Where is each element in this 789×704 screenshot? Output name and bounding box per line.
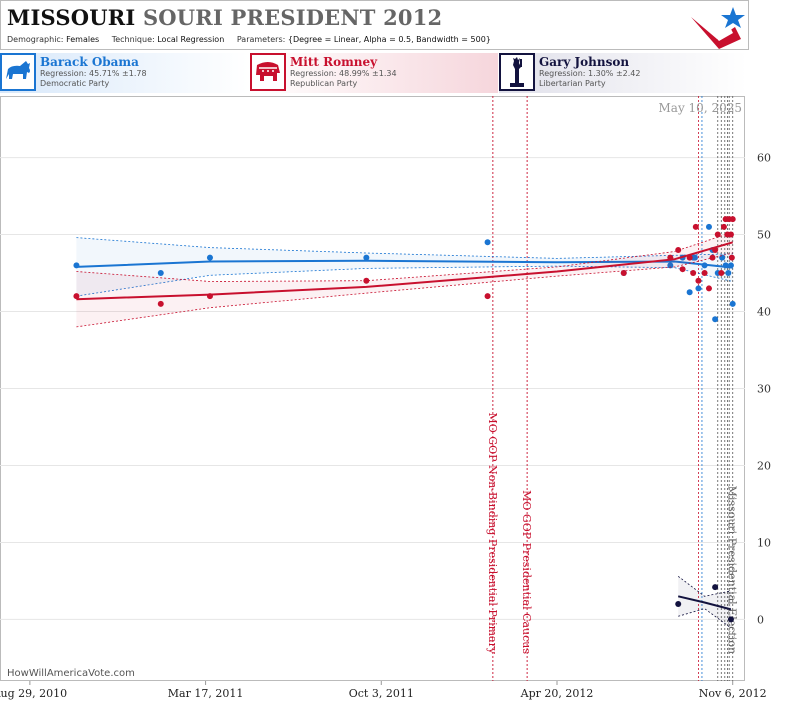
regression-line xyxy=(76,259,733,269)
poll-point xyxy=(714,231,721,238)
donkey-icon xyxy=(0,53,36,91)
title-race: SOURI PRESIDENT 2012 xyxy=(142,5,443,30)
poll-point xyxy=(712,316,719,323)
poll-point xyxy=(727,616,734,623)
chart-title: MISSOURI SOURI PRESIDENT 2012 xyxy=(7,5,442,30)
candidate-party: Libertarian Party xyxy=(539,79,606,88)
technique-key: Technique: xyxy=(111,35,155,44)
demographic-value: Females xyxy=(66,35,100,44)
parameters-value: {Degree = Linear, Alpha = 0.5, Bandwidth… xyxy=(287,35,491,44)
band-upper xyxy=(677,575,731,597)
poll-point xyxy=(686,289,693,296)
x-tick-label: Aug 29, 2010 xyxy=(0,687,67,700)
site-logo-icon xyxy=(691,7,745,49)
y-tick-label: 20 xyxy=(757,459,771,472)
poll-point xyxy=(157,270,164,277)
y-tick-label: 60 xyxy=(757,152,771,165)
poll-point xyxy=(484,239,491,246)
poll-point xyxy=(712,584,719,591)
band-upper xyxy=(76,231,733,282)
poll-point xyxy=(675,601,682,608)
candidate-obama: Barack Obama Regression: 45.71% ±1.78 De… xyxy=(0,53,248,93)
poll-point xyxy=(705,285,712,292)
candidate-romney: Mitt Romney Regression: 48.99% ±1.34 Rep… xyxy=(250,53,498,93)
elephant-icon xyxy=(250,53,286,91)
poll-point xyxy=(695,285,702,292)
poll-point xyxy=(73,293,80,300)
band-lower xyxy=(76,252,733,328)
parameters-line: Demographic: Females Technique: Local Re… xyxy=(7,35,501,44)
poll-point xyxy=(718,270,725,277)
poll-chart: 0 10 20 30 40 50 60 Aug 29, 2010 Mar 17, 2011 Oct… xyxy=(0,96,771,700)
poll-point xyxy=(729,216,736,223)
poll-point xyxy=(157,300,164,307)
x-tick-label: Apr 20, 2012 xyxy=(520,687,594,700)
y-tick-label: 10 xyxy=(757,536,771,549)
x-tick-label: Nov 6, 2012 xyxy=(699,687,767,700)
y-tick-label: 30 xyxy=(757,383,771,396)
poll-point xyxy=(705,223,712,230)
candidate-regression: Regression: 48.99% ±1.34 xyxy=(290,69,397,78)
y-tick-label: 40 xyxy=(757,306,771,319)
x-tick-label: Oct 3, 2011 xyxy=(349,687,414,700)
poll-point xyxy=(695,277,702,284)
x-tick-label: Mar 17, 2011 xyxy=(168,687,244,700)
candidate-name: Gary Johnson xyxy=(539,55,630,69)
poll-point xyxy=(709,254,716,261)
event-label: Missouri Presidential Election xyxy=(726,486,739,654)
poll-point xyxy=(701,270,708,277)
poll-point xyxy=(690,270,697,277)
candidate-party: Republican Party xyxy=(290,79,358,88)
band-lower xyxy=(76,265,733,297)
technique-value: Local Regression xyxy=(157,35,225,44)
title-state: MISSOURI xyxy=(7,5,136,30)
regression-line xyxy=(76,241,733,301)
regression-line xyxy=(677,595,732,611)
poll-point xyxy=(727,231,734,238)
candidate-name: Mitt Romney xyxy=(290,55,378,69)
y-tick-label: 50 xyxy=(757,229,771,242)
date-stamp: May 10, 2025 xyxy=(659,101,742,115)
chart-header: MISSOURI SOURI PRESIDENT 2012 Demographi… xyxy=(0,0,749,50)
event-label: MO GOP Non-Binding Presidential Primary xyxy=(486,413,499,655)
band-upper xyxy=(76,237,733,259)
poll-point xyxy=(729,300,736,307)
statue-of-liberty-icon xyxy=(499,53,535,91)
y-tick-label: 0 xyxy=(757,613,764,626)
poll-point xyxy=(679,266,686,273)
confidence-band xyxy=(76,237,733,297)
poll-point xyxy=(206,254,213,261)
poll-point xyxy=(667,262,674,269)
band-lower xyxy=(678,608,732,629)
poll-point xyxy=(363,277,370,284)
poll-point xyxy=(620,270,627,277)
candidate-johnson: Gary Johnson Regression: 1.30% ±2.42 Lib… xyxy=(499,53,747,93)
confidence-band xyxy=(76,232,733,327)
poll-point xyxy=(675,246,682,253)
candidate-regression: Regression: 1.30% ±2.42 xyxy=(539,69,641,78)
poll-point xyxy=(720,223,727,230)
event-label: MO GOP Presidential Caucus xyxy=(520,490,533,654)
poll-point xyxy=(484,293,491,300)
poll-point xyxy=(725,270,732,277)
parameters-key: Parameters: xyxy=(236,35,286,44)
candidate-name: Barack Obama xyxy=(40,55,139,69)
poll-point xyxy=(692,223,699,230)
poll-point xyxy=(691,254,698,261)
site-credit: HowWillAmericaVote.com xyxy=(7,668,135,679)
poll-point xyxy=(728,254,735,261)
candidate-regression: Regression: 45.71% ±1.78 xyxy=(40,69,147,78)
poll-point xyxy=(363,254,370,261)
demographic-key: Demographic: xyxy=(7,35,64,44)
candidate-party: Democratic Party xyxy=(40,79,110,88)
